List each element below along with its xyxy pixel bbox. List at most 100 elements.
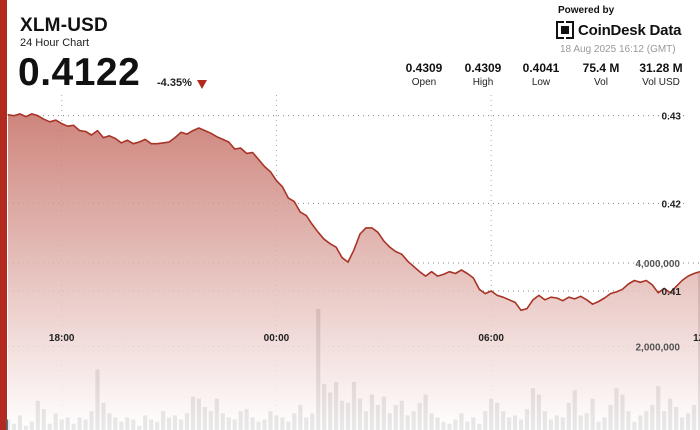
price-point	[478, 288, 480, 290]
price-tick-label: 0.41	[662, 287, 682, 298]
price-point	[323, 238, 325, 240]
price-point	[466, 272, 468, 275]
stat-open-label: Open	[411, 77, 437, 88]
price-point	[311, 223, 313, 225]
price-point	[598, 300, 600, 303]
price-point	[645, 279, 647, 282]
time-tick-label: 00:00	[264, 333, 290, 344]
price-point	[25, 116, 27, 118]
price-point	[520, 309, 522, 311]
price-point	[198, 127, 200, 129]
price-point	[532, 299, 534, 301]
price-point	[395, 251, 397, 253]
price-point	[419, 271, 421, 273]
price-point	[31, 113, 33, 115]
stat-vol-label: Vol	[594, 77, 608, 88]
price-area-fill	[8, 113, 700, 430]
volume-tick-label: 4,000,000	[636, 259, 681, 270]
price-point	[79, 130, 81, 132]
stat-high-value: 0.4309	[464, 61, 502, 75]
stat-high: 0.4309 High	[448, 61, 518, 88]
coindesk-logo: CoinDesk Data	[556, 21, 681, 39]
price-point	[252, 151, 254, 154]
time-tick-label: 12:00	[693, 333, 700, 344]
price-point	[514, 301, 516, 303]
price-point	[687, 275, 689, 277]
price-point	[347, 261, 349, 263]
price-point	[43, 118, 45, 120]
price-area	[7, 113, 700, 430]
price-point	[562, 300, 564, 302]
price-point	[222, 138, 224, 140]
price-point	[168, 141, 170, 143]
price-point	[126, 139, 128, 141]
price-point	[96, 130, 99, 132]
price-point	[496, 294, 498, 296]
price-point	[180, 131, 182, 133]
price-point	[407, 260, 409, 262]
price-point	[681, 279, 683, 282]
price-point	[156, 143, 158, 145]
price-point	[389, 246, 391, 248]
price-point	[210, 132, 212, 134]
price-point	[413, 265, 415, 268]
price-point	[580, 295, 582, 297]
price-point	[353, 249, 355, 251]
price-point	[204, 130, 206, 132]
price-point	[425, 275, 427, 277]
price-point	[633, 279, 636, 282]
price-point	[436, 275, 439, 277]
price-point	[174, 137, 176, 139]
price-point	[138, 141, 140, 143]
price-change: -4.35%	[157, 77, 192, 89]
stat-vol-usd-value: 31.28 M	[639, 61, 683, 75]
price-point	[586, 299, 588, 301]
price-point	[675, 286, 677, 288]
price-point	[556, 297, 558, 299]
price-point	[13, 115, 15, 117]
price-point	[186, 133, 188, 135]
price-point	[73, 124, 75, 126]
stat-low-label: Low	[531, 77, 551, 88]
logo-text: CoinDesk Data	[578, 21, 682, 39]
price-point	[448, 271, 450, 273]
price-point	[234, 148, 236, 150]
chart-subtitle: 24 Hour Chart	[20, 37, 90, 49]
price-point	[454, 272, 456, 275]
down-triangle-icon	[197, 80, 207, 89]
price-point	[281, 186, 283, 188]
powered-by-label: Powered by	[558, 5, 615, 16]
price-point	[305, 215, 307, 217]
price-point	[299, 211, 301, 213]
price-point	[49, 121, 51, 123]
price-point	[61, 123, 63, 125]
price-point	[335, 246, 337, 248]
price-point	[7, 114, 9, 116]
price-point	[19, 113, 21, 115]
accent-bar	[0, 0, 7, 430]
price-point	[639, 281, 641, 283]
price-point	[240, 147, 242, 149]
price-point	[287, 197, 289, 199]
price-point	[246, 152, 248, 154]
axis-labels: 0.43 0.42 0.41 2,000,000 4,000,000 18:00 00:00…	[49, 112, 700, 354]
coindesk-logo-icon	[556, 21, 574, 39]
current-price: 0.4122	[18, 51, 141, 94]
price-point	[651, 284, 653, 286]
price-point	[192, 130, 194, 132]
price-point	[359, 233, 361, 235]
stat-high-label: High	[472, 77, 494, 88]
price-point	[317, 231, 319, 233]
price-point	[621, 288, 624, 290]
price-point	[228, 141, 230, 143]
price-point	[627, 283, 630, 285]
stat-low-value: 0.4041	[522, 61, 560, 75]
stat-vol-usd: 31.28 M Vol USD	[626, 61, 696, 88]
price-point	[263, 165, 266, 168]
price-point	[508, 299, 510, 301]
price-point	[258, 158, 260, 161]
price-point	[609, 293, 612, 295]
price-point	[144, 138, 146, 140]
timestamp: 18 Aug 2025 16:12 (GMT)	[560, 44, 676, 55]
